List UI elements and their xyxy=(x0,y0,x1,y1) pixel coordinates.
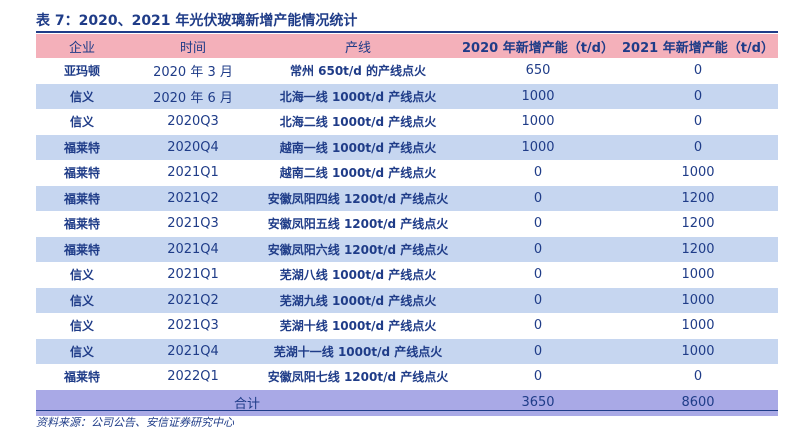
cell-time: 2020 年 3 月 xyxy=(153,65,233,81)
table-row: 亚玛顿 2020 年 3 月 常州 650t/d 的产线点火 650 0 xyxy=(36,58,778,84)
cell-company: 信义 xyxy=(69,344,94,359)
cell-capacity-2021: 1200 xyxy=(681,241,715,257)
cell-company: 信义 xyxy=(69,268,94,283)
cell-time: 2020Q4 xyxy=(167,139,219,155)
cell-capacity-2020: 0 xyxy=(533,267,543,283)
header-line: 产线 xyxy=(344,40,371,56)
table-row: 福莱特 2021Q1 越南二线 1000t/d 产线点火 0 1000 xyxy=(36,160,778,186)
capacity-table: 企业 时间 产线 2020 年新增产能（t/d） 2021 年新增产能（t/d）… xyxy=(36,34,778,416)
cell-capacity-2021: 1000 xyxy=(681,292,715,308)
header-capacity-2020: 2020 年新增产能（t/d） xyxy=(462,40,614,56)
cell-capacity-2020: 1000 xyxy=(521,114,555,130)
cell-time: 2020Q3 xyxy=(167,114,219,130)
cell-time: 2021Q1 xyxy=(167,267,219,283)
cell-capacity-2020: 0 xyxy=(533,292,543,308)
cell-capacity-2021: 1000 xyxy=(681,318,715,334)
cell-company: 信义 xyxy=(69,319,94,334)
cell-capacity-2021: 0 xyxy=(693,369,703,385)
title-divider xyxy=(36,31,778,33)
header-capacity-2021: 2021 年新增产能（t/d） xyxy=(622,40,774,56)
cell-capacity-2021: 1200 xyxy=(681,190,715,206)
cell-company: 福莱特 xyxy=(63,140,100,155)
cell-capacity-2021: 1200 xyxy=(681,216,715,232)
cell-line: 芜湖十一线 1000t/d 产线点火 xyxy=(273,344,443,359)
cell-company: 信义 xyxy=(69,115,94,130)
cell-time: 2020 年 6 月 xyxy=(153,90,233,106)
cell-capacity-2021: 0 xyxy=(693,63,703,79)
table-bottom-divider xyxy=(36,410,778,411)
cell-capacity-2020: 0 xyxy=(533,165,543,181)
cell-capacity-2020: 0 xyxy=(533,318,543,334)
cell-capacity-2021: 0 xyxy=(693,88,703,104)
cell-time: 2021Q2 xyxy=(167,292,219,308)
source-note: 资料来源：公司公告、安信证券研究中心 xyxy=(36,416,234,429)
cell-capacity-2021: 0 xyxy=(693,139,703,155)
cell-time: 2021Q1 xyxy=(167,165,219,181)
cell-company: 福莱特 xyxy=(63,191,100,206)
cell-time: 2021Q2 xyxy=(167,190,219,206)
cell-company: 福莱特 xyxy=(63,370,100,385)
table-row: 福莱特 2020Q4 越南一线 1000t/d 产线点火 1000 0 xyxy=(36,134,778,160)
total-capacity-2020: 3650 xyxy=(521,395,555,410)
cell-capacity-2020: 0 xyxy=(533,190,543,206)
cell-company: 亚玛顿 xyxy=(63,64,100,79)
total-row: 合计 3650 8600 xyxy=(36,389,778,416)
cell-capacity-2020: 0 xyxy=(533,241,543,257)
cell-line: 安徽凤阳六线 1200t/d 产线点火 xyxy=(267,242,449,257)
cell-capacity-2020: 1000 xyxy=(521,139,555,155)
cell-company: 信义 xyxy=(69,293,94,308)
cell-company: 福莱特 xyxy=(63,217,100,232)
cell-capacity-2021: 1000 xyxy=(681,343,715,359)
table-row: 信义 2021Q2 芜湖九线 1000t/d 产线点火 0 1000 xyxy=(36,287,778,313)
cell-time: 2021Q4 xyxy=(167,241,219,257)
cell-capacity-2020: 0 xyxy=(533,216,543,232)
cell-time: 2022Q1 xyxy=(167,369,219,385)
cell-line: 安徽凤阳四线 1200t/d 产线点火 xyxy=(267,191,449,206)
cell-capacity-2021: 0 xyxy=(693,114,703,130)
cell-line: 芜湖八线 1000t/d 产线点火 xyxy=(279,268,437,283)
cell-line: 安徽凤阳五线 1200t/d 产线点火 xyxy=(267,217,449,232)
cell-capacity-2021: 1000 xyxy=(681,165,715,181)
table-row: 信义 2021Q1 芜湖八线 1000t/d 产线点火 0 1000 xyxy=(36,262,778,288)
cell-company: 福莱特 xyxy=(63,166,100,181)
cell-line: 芜湖十线 1000t/d 产线点火 xyxy=(279,319,437,334)
cell-line: 越南二线 1000t/d 产线点火 xyxy=(279,166,437,181)
table-row: 信义 2020 年 6 月 北海一线 1000t/d 产线点火 1000 0 xyxy=(36,83,778,109)
cell-time: 2021Q3 xyxy=(167,216,219,232)
cell-line: 常州 650t/d 的产线点火 xyxy=(289,64,427,79)
total-label: 合计 xyxy=(233,397,260,412)
cell-capacity-2021: 1000 xyxy=(681,267,715,283)
table-row: 信义 2020Q3 北海二线 1000t/d 产线点火 1000 0 xyxy=(36,109,778,135)
table-title: 表 7：2020、2021 年光伏玻璃新增产能情况统计 xyxy=(36,13,358,29)
table-row: 福莱特 2021Q2 安徽凤阳四线 1200t/d 产线点火 0 1200 xyxy=(36,185,778,211)
header-time: 时间 xyxy=(179,40,206,56)
cell-time: 2021Q4 xyxy=(167,343,219,359)
cell-line: 北海二线 1000t/d 产线点火 xyxy=(279,115,437,130)
cell-line: 越南一线 1000t/d 产线点火 xyxy=(279,140,437,155)
table-row: 信义 2021Q4 芜湖十一线 1000t/d 产线点火 0 1000 xyxy=(36,338,778,364)
cell-capacity-2020: 0 xyxy=(533,369,543,385)
cell-company: 福莱特 xyxy=(63,242,100,257)
cell-capacity-2020: 0 xyxy=(533,343,543,359)
cell-line: 北海一线 1000t/d 产线点火 xyxy=(279,89,437,104)
header-company: 企业 xyxy=(68,40,95,56)
cell-capacity-2020: 650 xyxy=(525,63,551,79)
cell-time: 2021Q3 xyxy=(167,318,219,334)
table-row: 福莱特 2021Q3 安徽凤阳五线 1200t/d 产线点火 0 1200 xyxy=(36,211,778,237)
cell-line: 芜湖九线 1000t/d 产线点火 xyxy=(279,293,437,308)
cell-company: 信义 xyxy=(69,89,94,104)
table-row: 福莱特 2022Q1 安徽凤阳七线 1200t/d 产线点火 0 0 xyxy=(36,364,778,390)
table-row: 信义 2021Q3 芜湖十线 1000t/d 产线点火 0 1000 xyxy=(36,313,778,339)
cell-capacity-2020: 1000 xyxy=(521,88,555,104)
table-row: 福莱特 2021Q4 安徽凤阳六线 1200t/d 产线点火 0 1200 xyxy=(36,236,778,262)
total-capacity-2021: 8600 xyxy=(681,395,715,410)
table-header-row: 企业 时间 产线 2020 年新增产能（t/d） 2021 年新增产能（t/d） xyxy=(36,34,778,58)
cell-line: 安徽凤阳七线 1200t/d 产线点火 xyxy=(267,370,449,385)
